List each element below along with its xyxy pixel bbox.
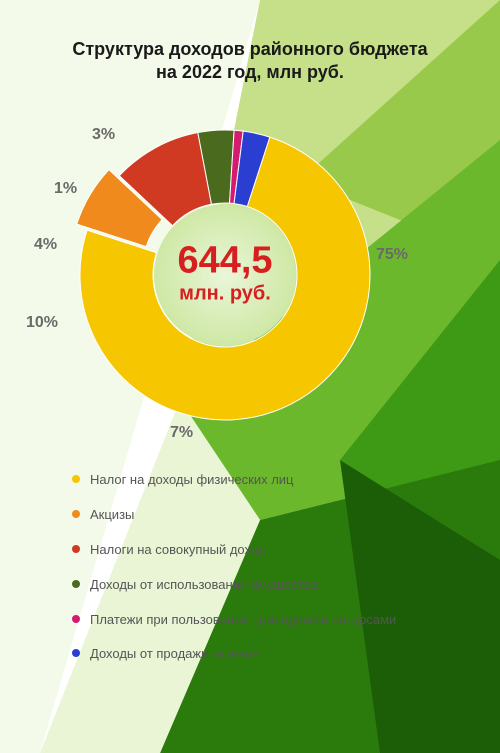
legend-item: Акцизы <box>72 507 396 524</box>
legend-item: Доходы от использования имущества <box>72 577 396 594</box>
chart-title-line1: Структура доходов районного бюджета <box>72 39 427 59</box>
legend-label: Налоги на совокупный доход <box>90 542 265 559</box>
legend-label: Налог на доходы физических лиц <box>90 472 294 489</box>
legend-swatch <box>72 545 80 553</box>
legend-swatch <box>72 649 80 657</box>
chart-title: Структура доходов районного бюджета на 2… <box>0 38 500 83</box>
legend-item: Налоги на совокупный доход <box>72 542 396 559</box>
donut-chart: 644,5 млн. руб. <box>60 110 390 440</box>
donut-inner-circle <box>154 204 296 346</box>
legend-label: Акцизы <box>90 507 134 524</box>
pct-label: 1% <box>54 180 77 198</box>
donut-svg <box>60 110 390 440</box>
legend-swatch <box>72 475 80 483</box>
chart-title-line2: на 2022 год, млн руб. <box>156 62 344 82</box>
pct-label: 7% <box>170 424 193 442</box>
legend-label: Доходы от продажи активов <box>90 646 259 663</box>
page-root: Структура доходов районного бюджета на 2… <box>0 0 500 753</box>
legend-swatch <box>72 615 80 623</box>
legend-label: Доходы от использования имущества <box>90 577 318 594</box>
legend: Налог на доходы физических лиц Акцизы Нало… <box>72 472 396 681</box>
legend-swatch <box>72 580 80 588</box>
pct-label: 75% <box>376 246 408 264</box>
pct-label: 3% <box>92 126 115 144</box>
legend-item: Платежи при пользовании природными ресур… <box>72 612 396 629</box>
legend-item: Доходы от продажи активов <box>72 646 396 663</box>
pct-label: 4% <box>34 236 57 254</box>
legend-item: Налог на доходы физических лиц <box>72 472 396 489</box>
legend-swatch <box>72 510 80 518</box>
pct-label: 10% <box>26 314 58 332</box>
legend-label: Платежи при пользовании природными ресур… <box>90 612 396 629</box>
